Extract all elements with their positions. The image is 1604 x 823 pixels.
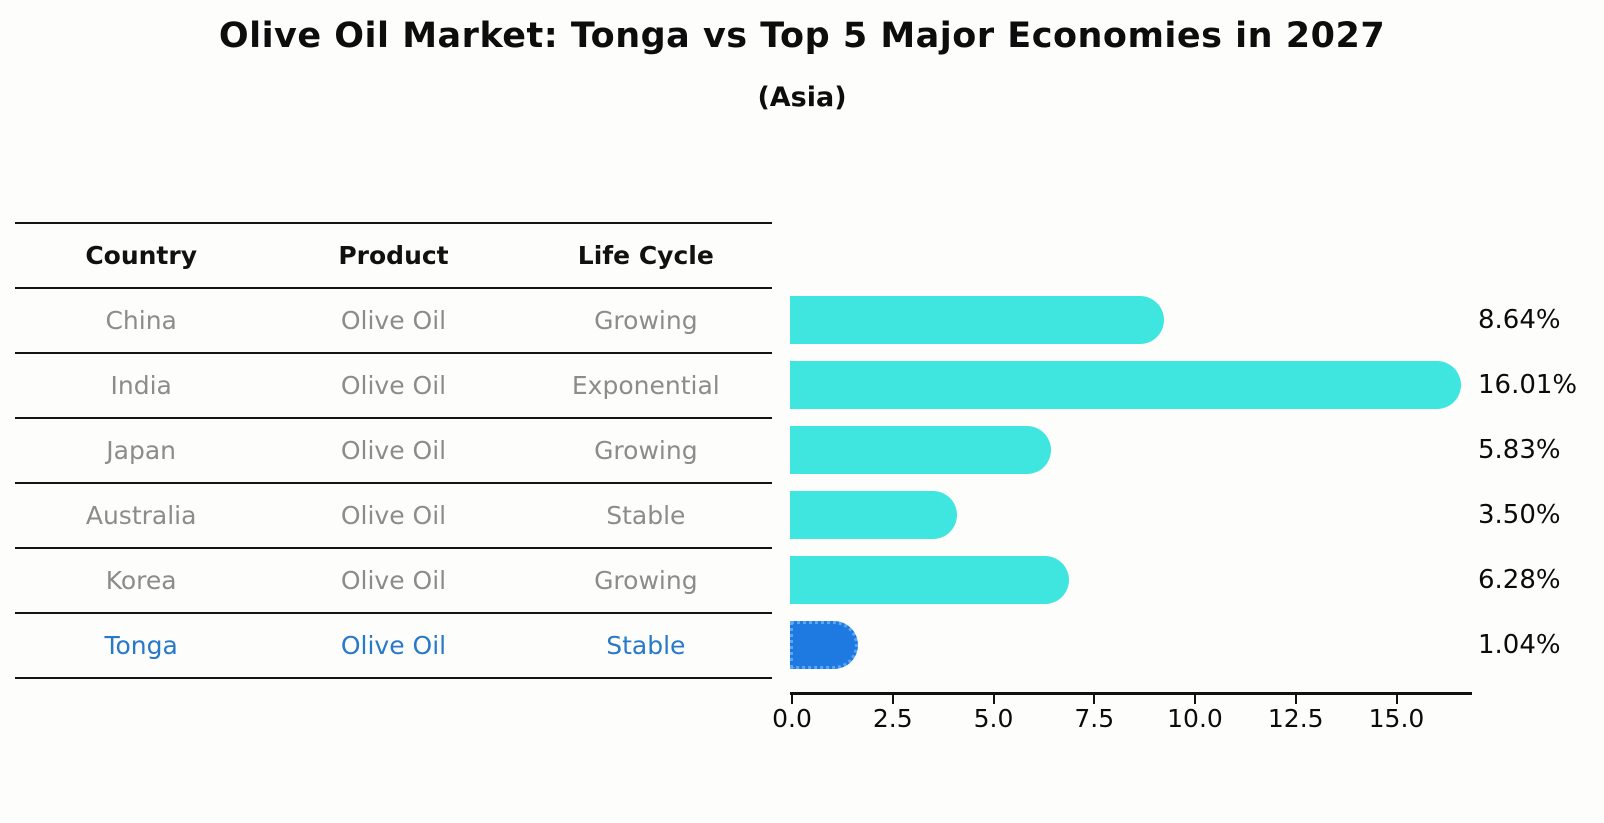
table-cell-product: Olive Oil [340,306,447,335]
bar [790,360,1462,409]
x-tick-label: 12.5 [1267,704,1324,733]
table-header-row: Country Product Life Cycle [15,224,772,289]
table-cell-lifecycle: Growing [594,306,698,335]
bar-value-label: 6.28% [1478,564,1561,595]
x-tick-mark [1395,695,1398,704]
table-cell-product: Olive Oil [340,371,447,400]
table-header-product: Product [338,241,449,270]
table-cell-product: Olive Oil [340,631,447,660]
bar-value-label: 1.04% [1478,629,1561,660]
bar-value-label: 5.83% [1478,434,1561,465]
table-cell-country: Korea [105,566,177,595]
table-cell-country: Tonga [104,631,178,660]
bar [790,555,1070,604]
table-cell-lifecycle: Stable [606,631,686,660]
bar-value-label: 3.50% [1478,499,1561,530]
table-cell-country: Australia [85,501,197,530]
table-cell-product: Olive Oil [340,501,447,530]
chart-title: Olive Oil Market: Tonga vs Top 5 Major E… [218,16,1386,56]
table-cell-country: Japan [106,436,177,465]
bar-value-label: 8.64% [1478,304,1561,335]
table-header-lifecycle: Life Cycle [577,241,714,270]
x-tick-label: 10.0 [1167,704,1223,733]
table-row: Tonga Olive Oil Stable [15,614,772,679]
table-cell-product: Olive Oil [340,436,447,465]
x-tick-label: 5.0 [973,704,1014,733]
bar-highlight-tonga [790,620,858,669]
x-tick-mark [791,695,793,704]
x-tick-mark [1093,695,1096,704]
x-tick-label: 7.5 [1074,704,1115,733]
table-cell-country: China [105,306,177,335]
table-row: China Olive Oil Growing [15,289,772,354]
chart-subtitle: (Asia) [757,82,847,113]
table-row: Japan Olive Oil Growing [15,419,772,484]
x-tick-mark [992,695,995,704]
table-cell-product: Olive Oil [340,566,447,595]
table-cell-lifecycle: Exponential [571,371,720,400]
x-axis-line [790,692,1472,695]
table-row: Korea Olive Oil Growing [15,549,772,614]
bar [790,425,1051,474]
table-cell-country: India [110,371,172,400]
table-row: India Olive Oil Exponential [15,354,772,419]
bar [790,490,958,539]
x-tick-label: 15.0 [1368,704,1425,733]
x-tick-mark [1194,695,1196,704]
table-cell-lifecycle: Growing [594,436,698,465]
table-header-country: Country [85,241,198,270]
x-tick-mark [891,695,894,704]
data-table: Country Product Life Cycle China Olive Oil G… [15,222,772,679]
bar [790,295,1165,344]
bar-value-label: 16.01% [1478,369,1578,400]
table-cell-lifecycle: Stable [606,501,686,530]
table-cell-lifecycle: Growing [594,566,698,595]
x-tick-label: 2.5 [872,704,913,733]
table-row: Australia Olive Oil Stable [15,484,772,549]
x-tick-mark [1294,695,1297,704]
x-tick-label: 0.0 [772,704,812,733]
